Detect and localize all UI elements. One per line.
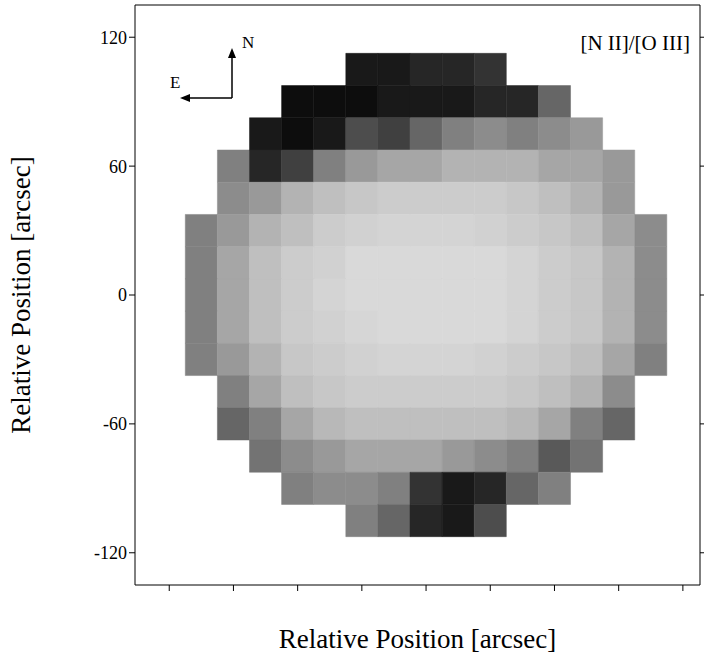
svg-text:0: 0 [118, 285, 127, 305]
svg-text:Relative Position [arcsec]: Relative Position [arcsec] [279, 624, 556, 654]
svg-text:-60: -60 [103, 414, 127, 434]
svg-text:E: E [170, 73, 180, 92]
svg-text:120: 120 [100, 28, 127, 48]
svg-text:-120: -120 [94, 543, 127, 563]
svg-text:Relative Position [arcsec]: Relative Position [arcsec] [6, 156, 36, 433]
svg-text:N: N [242, 33, 254, 52]
svg-text:60: 60 [109, 157, 127, 177]
svg-text:[N II]/[O III]: [N II]/[O III] [580, 31, 690, 55]
